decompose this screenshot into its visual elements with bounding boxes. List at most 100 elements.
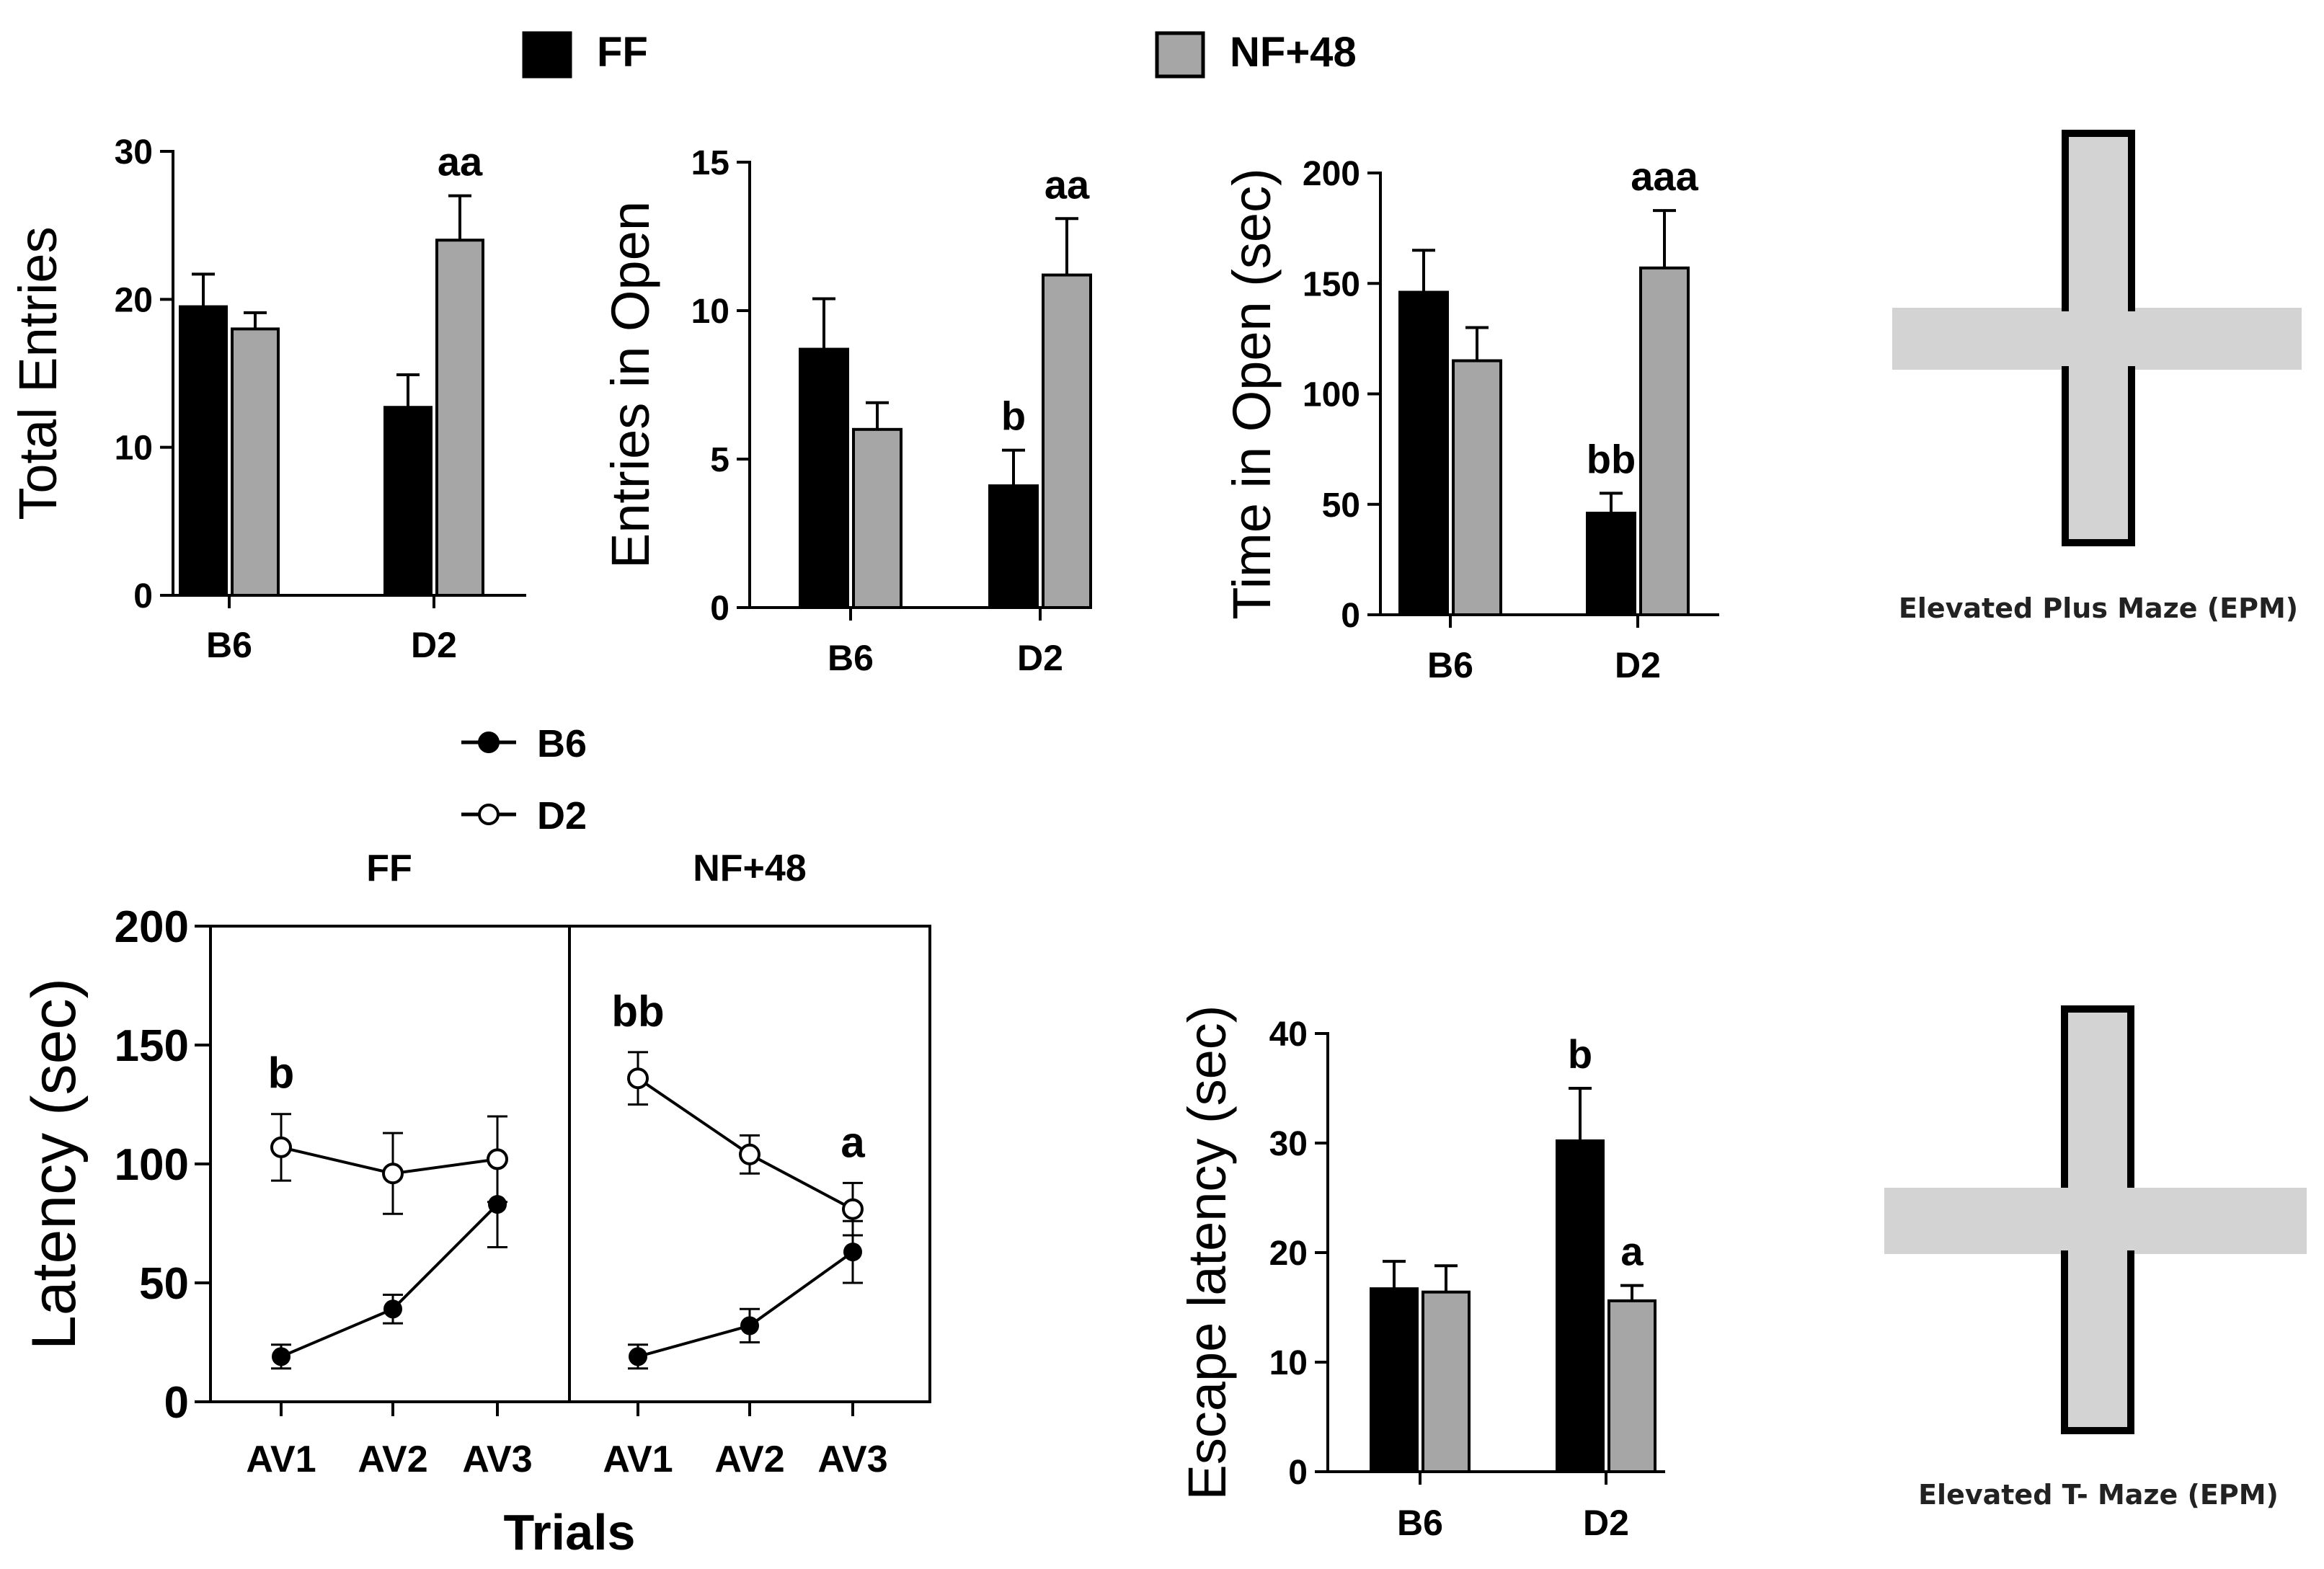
bar-ff-d2 — [988, 484, 1039, 610]
significance-label-nf-48-d2: aaa — [1631, 154, 1698, 199]
epm-closed-arm-bottom — [2062, 366, 2135, 546]
x-tick-label-d2: D2 — [1583, 1503, 1629, 1543]
x-axis-label: Trials — [504, 1504, 636, 1560]
etm-center — [2068, 1182, 2127, 1260]
y-axis-label: Escape latency (sec) — [1177, 1005, 1237, 1501]
y-axis-label: Entries in Open — [600, 201, 660, 569]
bar-nf-48-b6 — [231, 327, 280, 597]
y-tick-label-40: 40 — [1269, 1015, 1308, 1054]
significance-label-ff-d2: b — [1001, 394, 1026, 439]
point-ff-d2-0 — [270, 1136, 292, 1158]
y-tick-label-10: 10 — [1269, 1344, 1308, 1382]
legend-swatch-nf48 — [1155, 31, 1205, 79]
bar-nf-48-b6 — [852, 427, 902, 609]
point-nf-48-b6-0 — [629, 1347, 647, 1366]
point-nf-48-d2-2 — [842, 1198, 864, 1220]
y-tick-label-0: 0 — [710, 590, 729, 628]
y-tick-label-5: 5 — [710, 441, 729, 479]
bar-nf-48-d2 — [1607, 1299, 1656, 1473]
point-ff-b6-1 — [383, 1299, 402, 1319]
bar-nf-48-b6 — [1452, 359, 1502, 616]
chart-total-entries: 0 10 20 30 B6 D2 Total Entries aa — [8, 133, 526, 665]
series-line-nf-48-d2 — [637, 1077, 853, 1211]
point-nf-48-d2-0 — [627, 1067, 649, 1090]
legend-label-d2: D2 — [537, 794, 587, 837]
epm-label: Elevated Plus Maze (EPM) — [1898, 592, 2299, 624]
y-tick-label-200: 200 — [1303, 155, 1360, 193]
series-line-nf-48-b6 — [637, 1250, 854, 1359]
x-tick-label-d2: D2 — [1615, 645, 1661, 685]
y-tick-label-150: 150 — [115, 1021, 189, 1071]
bar-ff-b6 — [1398, 290, 1449, 616]
x-tick-label-ff-av2: AV2 — [358, 1439, 427, 1480]
elevated-plus-maze-diagram — [1892, 130, 2302, 546]
point-ff-d2-2 — [487, 1148, 508, 1170]
x-tick-label-d2: D2 — [1017, 638, 1063, 678]
epm-closed-arm-top — [2062, 130, 2135, 311]
y-tick-label-20: 20 — [115, 281, 153, 319]
significance-label-nf-48-d2: aa — [1045, 161, 1090, 207]
panel-title-nf-48: NF+48 — [693, 848, 807, 889]
bar-ff-b6 — [1370, 1287, 1419, 1474]
x-tick-label-nf-48-av1: AV1 — [603, 1439, 673, 1480]
etm-enclosed-arm — [2061, 1005, 2134, 1191]
legend-label-nf48: NF+48 — [1230, 29, 1357, 76]
chart-escape-latency: 0 10 20 30 40 B6 D2 Escape latency (sec) b a — [1177, 1005, 1665, 1543]
chart-latency: 0 50 100 150 200 FF AV1 AV2 AV3 b NF+48 AV1 AV2 AV3 bb… — [19, 848, 931, 1560]
significance-label-ff-0: b — [268, 1049, 295, 1098]
bar-nf-48-d2 — [1639, 266, 1690, 616]
point-ff-b6-0 — [272, 1347, 290, 1366]
significance-label-nf-48-d2: aa — [438, 139, 483, 185]
epm-center — [2069, 303, 2128, 375]
line-legend: B6 D2 — [461, 722, 587, 837]
legend-swatch-ff — [522, 31, 572, 79]
significance-label-ff-d2: b — [1568, 1031, 1592, 1077]
y-tick-label-10: 10 — [691, 293, 729, 331]
legend-marker-b6 — [478, 732, 500, 753]
significance-label-nf-48-d2: a — [1620, 1229, 1644, 1274]
elevated-t-maze-diagram — [1884, 1005, 2307, 1434]
bar-ff-d2 — [1586, 512, 1636, 617]
x-tick-label-ff-av1: AV1 — [246, 1439, 316, 1480]
y-tick-label-150: 150 — [1303, 265, 1360, 303]
x-tick-label-ff-av3: AV3 — [462, 1439, 532, 1480]
legend-label-b6: B6 — [537, 722, 587, 765]
bar-nf-48-d2 — [1042, 273, 1092, 609]
bar-nf-48-d2 — [435, 239, 484, 597]
y-tick-label-50: 50 — [139, 1259, 189, 1309]
bar-ff-d2 — [1556, 1139, 1605, 1473]
top-legend: FF NF+48 — [522, 29, 1357, 79]
bar-nf-48-b6 — [1422, 1290, 1471, 1473]
x-tick-label-nf-48-av3: AV3 — [817, 1439, 887, 1480]
x-tick-label-d2: D2 — [411, 625, 457, 665]
x-tick-label-b6: B6 — [1427, 645, 1473, 685]
y-axis-label: Total Entries — [8, 226, 68, 520]
point-ff-d2-1 — [382, 1163, 404, 1185]
y-tick-label-30: 30 — [1269, 1125, 1308, 1163]
y-tick-label-200: 200 — [115, 902, 189, 952]
y-tick-label-0: 0 — [164, 1378, 189, 1428]
y-tick-label-15: 15 — [691, 144, 729, 182]
series-line-ff-b6 — [280, 1203, 499, 1359]
x-tick-label-b6: B6 — [828, 638, 874, 678]
x-tick-label-b6: B6 — [206, 625, 252, 665]
y-tick-label-30: 30 — [115, 133, 153, 172]
y-tick-label-0: 0 — [1288, 1454, 1308, 1492]
y-tick-label-10: 10 — [115, 430, 153, 468]
point-nf-48-b6-2 — [843, 1243, 862, 1262]
x-tick-label-nf-48-av2: AV2 — [714, 1439, 784, 1480]
y-axis-label: Latency (sec) — [19, 978, 89, 1350]
significance-label-nf-48-2: a — [841, 1118, 865, 1166]
y-tick-label-0: 0 — [133, 577, 153, 615]
legend-marker-d2 — [478, 804, 500, 825]
y-tick-label-0: 0 — [1341, 597, 1360, 635]
legend-label-ff: FF — [597, 29, 648, 76]
etm-label: Elevated T- Maze (EPM) — [1918, 1479, 2279, 1511]
significance-label-nf-48-0: bb — [611, 987, 664, 1036]
y-tick-label-100: 100 — [115, 1140, 189, 1190]
y-tick-label-20: 20 — [1269, 1235, 1308, 1273]
panel-title-ff: FF — [366, 848, 412, 889]
y-tick-label-50: 50 — [1322, 486, 1360, 525]
bar-ff-b6 — [179, 305, 228, 597]
